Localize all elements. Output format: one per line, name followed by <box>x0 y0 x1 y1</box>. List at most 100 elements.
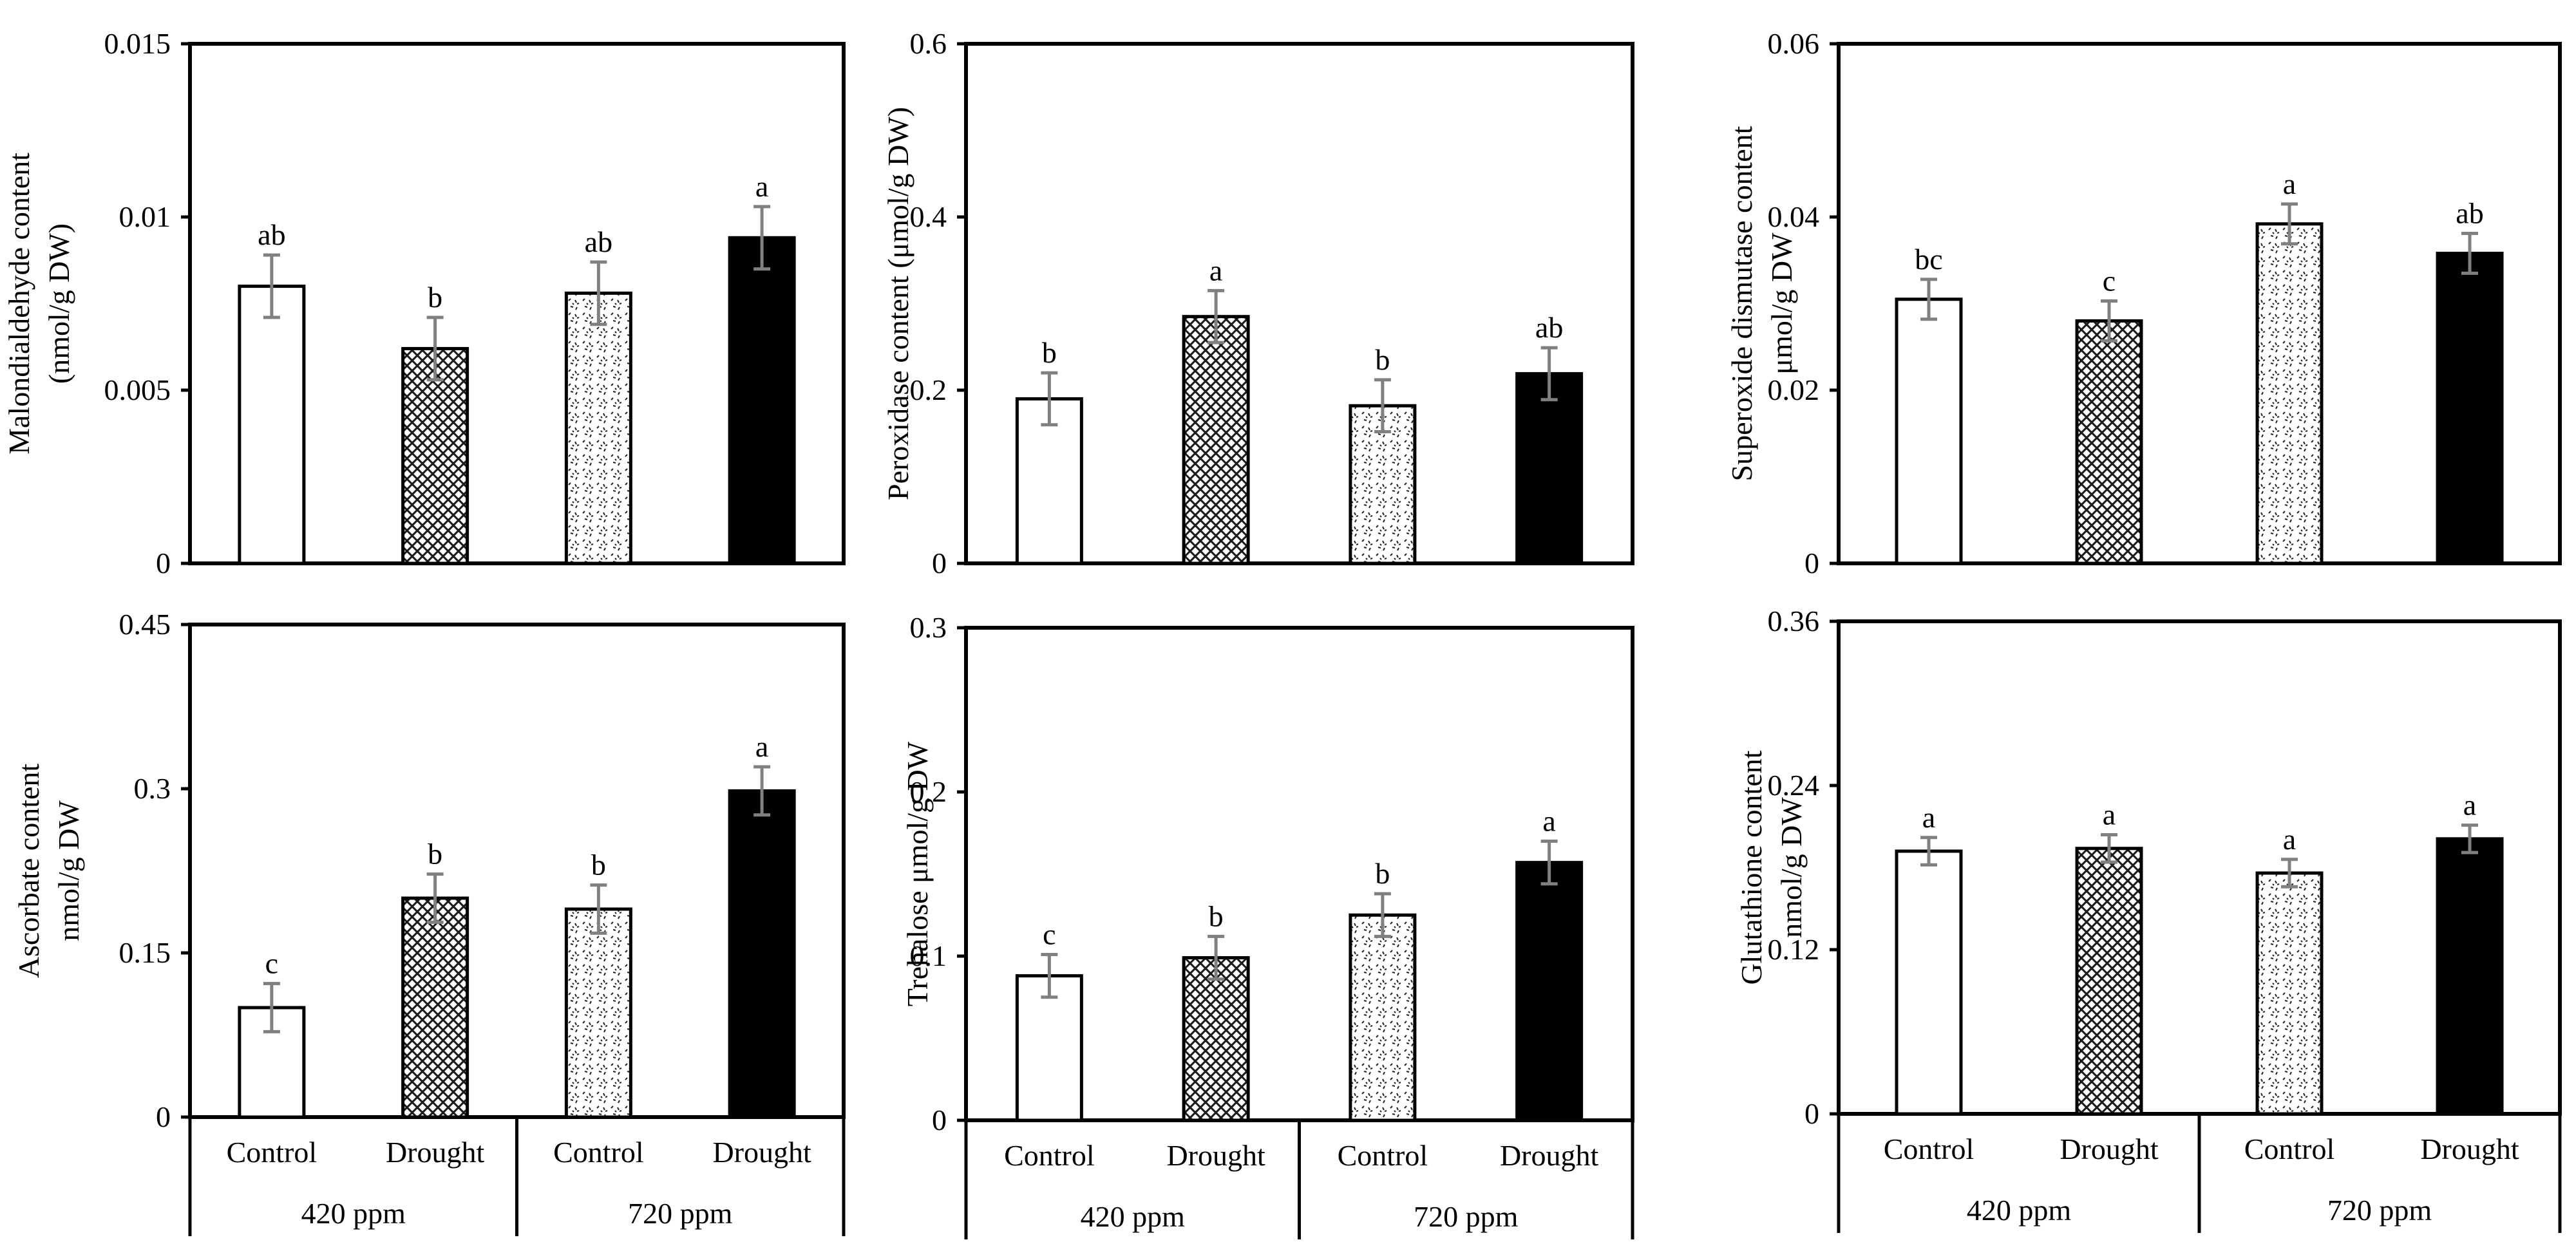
error-bar-4 <box>1540 840 1558 886</box>
significance-letter-3: b <box>1375 857 1390 890</box>
bar-2 <box>401 346 469 565</box>
error-bar-3 <box>590 883 607 935</box>
significance-letter-4: a <box>755 730 768 763</box>
y-tick-label: 0.01 <box>119 200 171 233</box>
bar-2 <box>1182 315 1250 565</box>
error-bar-3 <box>1374 892 1391 938</box>
significance-letter-4: ab <box>1535 311 1563 344</box>
x-group-label-1: 420 ppm <box>1967 1194 2072 1227</box>
significance-letter-4: a <box>2463 789 2476 822</box>
x-category-label-3: Control <box>1338 1139 1428 1172</box>
bar-3 <box>564 291 632 565</box>
significance-letter-3: ab <box>585 225 612 258</box>
x-category-label-4: Drought <box>2420 1133 2519 1165</box>
error-bar-1 <box>263 253 280 319</box>
chart-panel-6: 0 0.12 0.24 0.36 Glutathione content nmol/g D… <box>1735 605 2562 1233</box>
y-tick-label: 0.015 <box>104 27 171 60</box>
bar-4 <box>728 236 796 565</box>
error-bar-3 <box>2281 858 2298 889</box>
y-tick-label: 0.45 <box>119 608 171 641</box>
y-axis-title: Superoxide dismutase content <box>1725 126 1758 481</box>
y-tick-label: 0.06 <box>1768 27 1820 60</box>
error-bar-1 <box>1041 371 1058 427</box>
bar-2 <box>1182 956 1250 1122</box>
y-axis-title: μmol/g DW <box>1765 232 1798 375</box>
error-bar-2 <box>1208 288 1225 344</box>
bar-3 <box>1349 404 1417 565</box>
y-tick-label: 0.6 <box>910 27 947 60</box>
bar-3 <box>2255 871 2324 1116</box>
x-category-label-1: Control <box>1004 1139 1095 1172</box>
y-tick-label: 0.4 <box>910 200 947 233</box>
error-bar-4 <box>1540 346 1558 402</box>
bar-2 <box>2075 319 2143 565</box>
y-axis-title: Glutathione content <box>1735 750 1768 984</box>
x-group-label-1: 420 ppm <box>301 1197 406 1230</box>
error-bar-1 <box>1920 836 1937 867</box>
x-category-label-3: Control <box>553 1136 644 1169</box>
significance-letter-1: c <box>1043 917 1056 950</box>
x-group-label-2: 720 ppm <box>628 1197 733 1230</box>
y-tick-label: 0.02 <box>1768 373 1820 406</box>
x-category-label-3: Control <box>2244 1133 2335 1165</box>
bar-1 <box>1895 849 1963 1116</box>
group-category-axis: Control Drought Control Drought 420 ppm 720 p… <box>188 1117 846 1236</box>
significance-letter-2: b <box>1209 899 1224 932</box>
bar-3 <box>1349 913 1417 1122</box>
error-bar-3 <box>1374 378 1391 434</box>
x-category-label-2: Drought <box>1166 1139 1265 1172</box>
error-bar-4 <box>753 205 771 271</box>
error-bar-4 <box>753 765 771 817</box>
error-bar-1 <box>1041 952 1058 999</box>
error-bar-3 <box>2281 202 2298 246</box>
chart-panel-3: 0 0.02 0.04 0.06 Superoxide dismutase conten… <box>1725 27 2562 579</box>
bar-3 <box>564 907 632 1119</box>
bar-2 <box>401 896 469 1119</box>
y-axis-title: nmol/g DW <box>1775 797 1808 938</box>
y-tick-label: 0 <box>932 547 947 579</box>
y-tick-label: 0 <box>156 1100 171 1133</box>
x-group-label-2: 720 ppm <box>1414 1200 1519 1233</box>
y-tick-label: 0.3 <box>910 611 947 644</box>
bar-2 <box>2075 847 2143 1116</box>
significance-letter-1: a <box>1922 801 1935 834</box>
bar-3 <box>2255 222 2324 565</box>
y-tick-label: 0.24 <box>1768 769 1820 802</box>
significance-letter-1: c <box>265 947 278 980</box>
error-bar-2 <box>1208 934 1225 981</box>
x-category-label-2: Drought <box>2060 1133 2159 1165</box>
error-bar-1 <box>263 982 280 1033</box>
x-category-label-4: Drought <box>1500 1139 1599 1172</box>
plot-frame <box>964 42 1634 565</box>
error-bar-2 <box>2101 833 2117 864</box>
y-tick-label: 0 <box>1804 1097 1819 1130</box>
error-bar-4 <box>2461 232 2478 275</box>
x-group-label-2: 720 ppm <box>2327 1194 2432 1227</box>
chart-panel-5: 0 0.1 0.2 0.3 Trehalose μmol/g DW c b b a Control… <box>901 611 1634 1239</box>
y-axis-title: Peroxidase content (μmol/g DW) <box>882 107 914 500</box>
significance-letter-2: c <box>2103 264 2116 297</box>
significance-letter-4: ab <box>2456 197 2483 230</box>
significance-letter-3: b <box>591 849 606 881</box>
y-tick-label: 0 <box>932 1104 947 1136</box>
x-category-label-2: Drought <box>386 1136 485 1169</box>
error-bar-1 <box>1920 277 1937 321</box>
y-tick-label: 0.2 <box>910 373 947 406</box>
chart-panel-2: 0 0.2 0.4 0.6 Peroxidase content (μmol/g DW)… <box>882 27 1634 579</box>
significance-letter-1: ab <box>258 218 285 251</box>
x-group-label-1: 420 ppm <box>1081 1200 1186 1233</box>
y-tick-label: 0.3 <box>134 772 171 805</box>
bar-4 <box>728 789 796 1119</box>
chart-panel-1: 0 0.005 0.01 0.015 Malondialdehyde content (n… <box>3 27 846 579</box>
y-axis-title: nmol/g DW <box>52 800 85 941</box>
significance-letter-1: bc <box>1915 243 1942 276</box>
significance-letter-3: a <box>2283 823 2296 856</box>
x-category-label-1: Control <box>1884 1133 1975 1165</box>
significance-letter-2: b <box>428 838 442 870</box>
group-category-axis: Control Drought Control Drought 420 ppm 720 p… <box>1837 1114 2562 1233</box>
y-axis-title: Malondialdehyde content <box>3 153 35 455</box>
bar-4 <box>2436 837 2504 1116</box>
y-tick-label: 0 <box>156 547 171 579</box>
significance-letter-2: a <box>2103 798 2116 831</box>
